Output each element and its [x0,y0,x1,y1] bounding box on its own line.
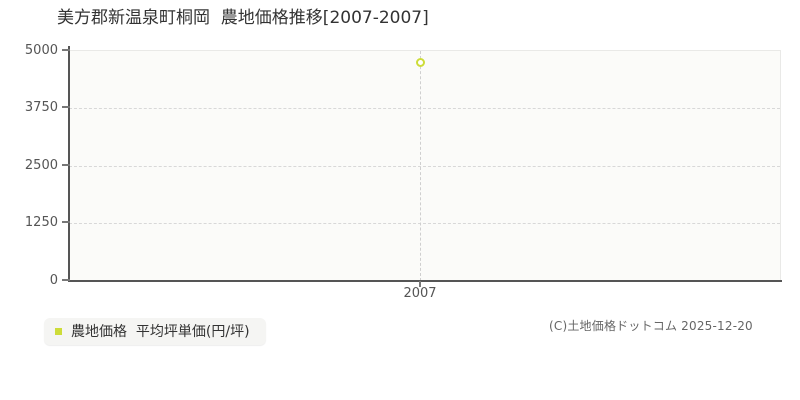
x-axis-line [68,280,782,282]
y-tick-mark-5000 [62,49,70,51]
gridline-2500 [69,166,780,167]
y-tick-mark-3750 [62,106,70,108]
legend-swatch-icon [55,328,62,335]
x-tick-mark-2007 [419,281,421,287]
y-axis-label-1250: 1250 [24,215,58,230]
y-tick-mark-0 [62,279,70,281]
page-title: 美方郡新温泉町桐岡 農地価格推移[2007-2007] [57,8,429,28]
x-axis-label-2007: 2007 [403,286,437,301]
y-axis-label-2500: 2500 [24,158,58,173]
copyright-text: (C)土地価格ドットコム 2025-12-20 [549,319,753,333]
plot-area [69,50,781,281]
gridline-3750 [69,108,780,109]
y-tick-mark-2500 [62,164,70,166]
legend[interactable]: 農地価格 平均坪単価(円/坪) [44,318,266,345]
y-axis-label-5000: 5000 [24,43,58,58]
data-point-2007[interactable] [416,58,425,67]
gridline-2007 [420,51,421,281]
y-tick-mark-1250 [62,221,70,223]
y-axis-label-3750: 3750 [24,100,58,115]
y-axis-label-0: 0 [49,273,58,288]
legend-item-label: 農地価格 平均坪単価(円/坪) [71,323,250,340]
gridline-1250 [69,223,780,224]
